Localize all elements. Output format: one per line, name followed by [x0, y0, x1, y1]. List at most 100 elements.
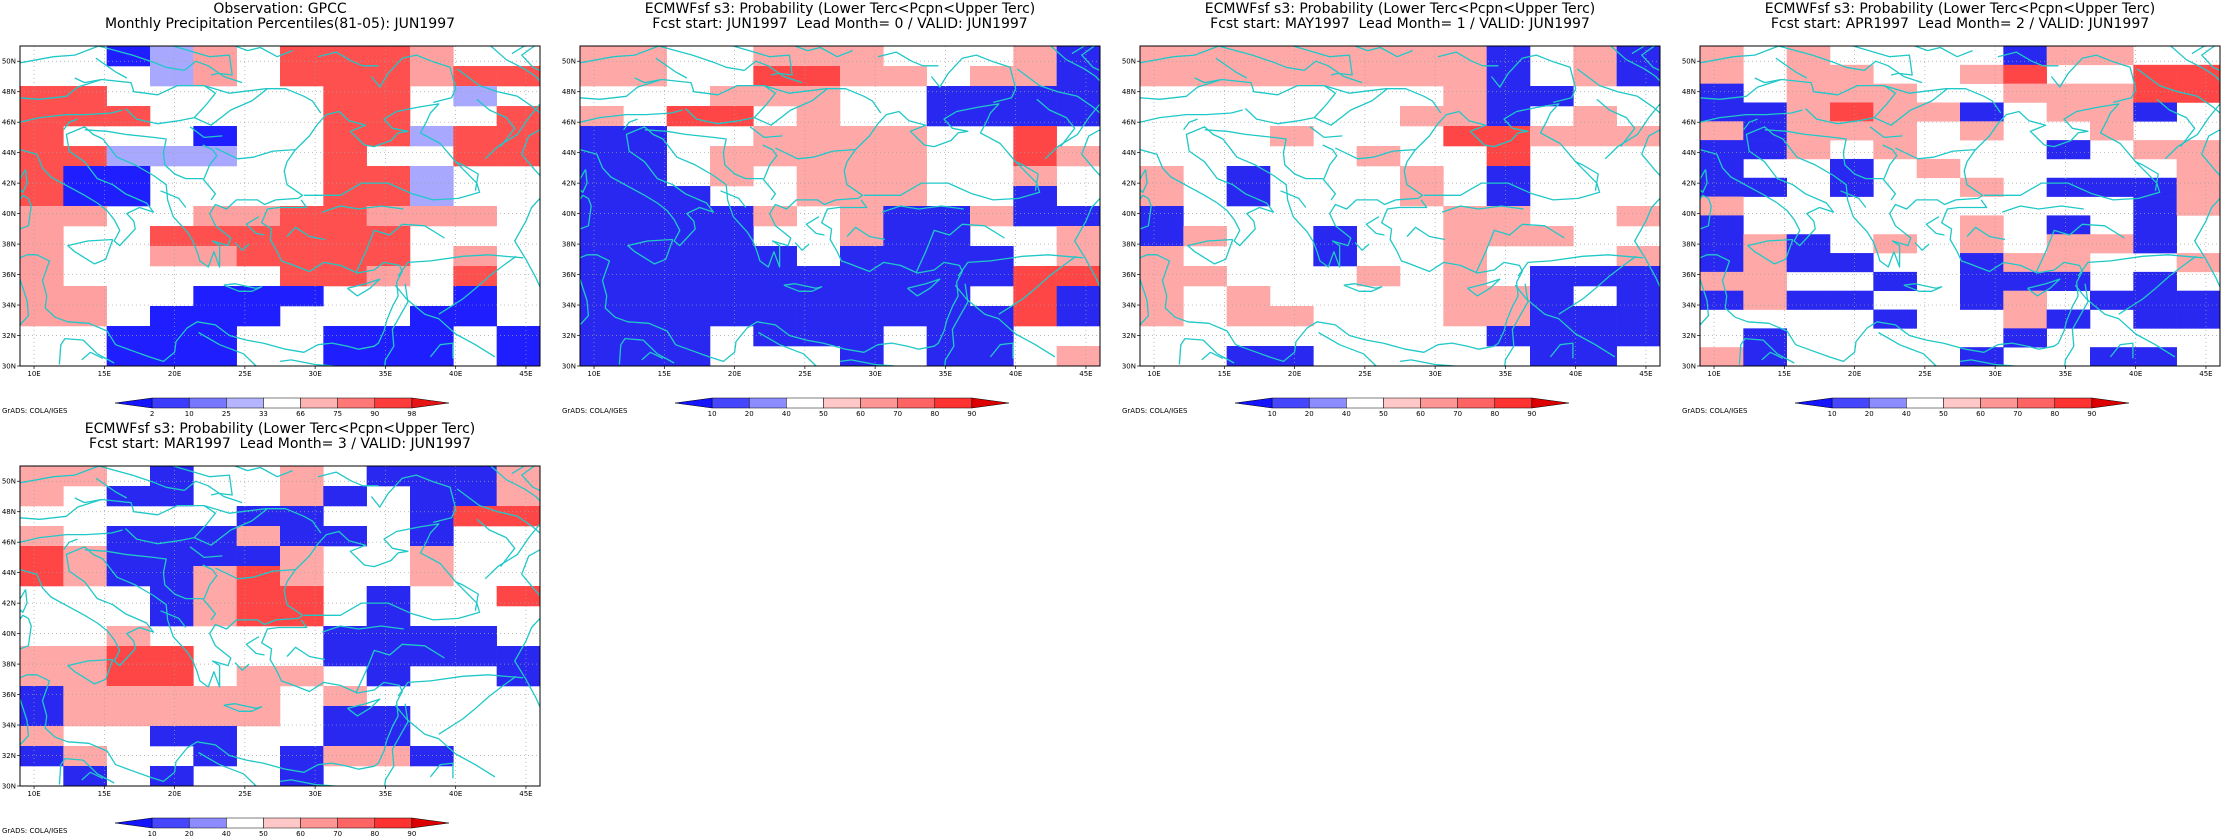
grid-cell — [323, 186, 367, 207]
coastline — [476, 98, 516, 147]
grid-cell — [840, 146, 884, 167]
grid-cell — [453, 286, 497, 307]
coastline — [1925, 216, 1945, 236]
coastlines — [1700, 46, 2220, 366]
grid-cell — [106, 146, 151, 167]
coastline — [1997, 51, 2059, 67]
colorbar-label: 66 — [296, 410, 305, 418]
grid-cell — [1786, 140, 1831, 160]
grid-cell — [1960, 271, 2004, 292]
coastline — [58, 757, 115, 785]
coastline — [2136, 68, 2220, 114]
coastline — [67, 238, 114, 265]
colorbar-swatch — [860, 397, 898, 409]
grid-cell — [1400, 166, 1444, 187]
map-panel-observation: Observation: GPCC Monthly Precipitation … — [0, 0, 560, 420]
grid-cell — [410, 206, 454, 227]
grid-cell — [580, 326, 624, 347]
grid-cell — [106, 686, 151, 707]
grid-cell — [323, 326, 367, 347]
lat-tick-label: 42N — [562, 180, 576, 188]
coastline — [1903, 283, 1943, 292]
lat-tick-label: 38N — [1122, 241, 1136, 249]
coastline — [286, 226, 326, 241]
colorbar-label: 10 — [185, 410, 194, 418]
panel-title: ECMWFsf s3: Probability (Lower Terc<Pcpn… — [644, 1, 1036, 17]
grid-cell — [496, 586, 540, 607]
lat-tick-label: 30N — [562, 363, 576, 371]
coastline — [81, 351, 104, 361]
colorbar-swatch — [2017, 397, 2056, 409]
lat-tick-label: 50N — [1122, 58, 1136, 66]
coastline — [2109, 342, 2134, 359]
coastline — [1140, 199, 1523, 363]
grid-cell — [280, 586, 324, 607]
grid-cell — [1226, 306, 1271, 327]
grid-cell — [193, 726, 237, 747]
colorbar-label: 50 — [259, 830, 268, 838]
grid-cell — [1226, 286, 1271, 307]
grid-cell — [150, 246, 194, 267]
colorbar-label: 40 — [1342, 410, 1351, 418]
grid-cell — [1443, 66, 1487, 87]
grid-cell — [623, 146, 667, 167]
grid-cell — [1140, 306, 1184, 327]
lat-tick-label: 48N — [562, 88, 576, 96]
grid-cell — [63, 766, 107, 786]
grid-cell — [150, 226, 194, 247]
grid-cell — [1056, 226, 1100, 247]
grid-cell — [280, 66, 324, 87]
grid-cell — [1013, 126, 1057, 147]
grid-cell — [623, 126, 667, 147]
lat-tick-label: 38N — [2, 241, 16, 249]
coastline — [317, 471, 379, 487]
grid-cell — [1743, 253, 1787, 273]
grid-cell — [2133, 196, 2177, 216]
lon-tick-label: 10E — [1147, 370, 1160, 378]
grid-cell — [1140, 226, 1184, 247]
grid-cell — [1443, 86, 1487, 107]
coastline — [2001, 205, 2084, 213]
lat-tick-label: 30N — [1682, 363, 1696, 371]
coastline — [183, 480, 243, 504]
colorbar-label: 10 — [1828, 410, 1837, 418]
grid-cell — [453, 506, 497, 527]
grid-cell — [150, 646, 194, 667]
colorbar-arrow-low — [114, 817, 153, 829]
colorbar-label: 70 — [2013, 410, 2022, 418]
coastline — [634, 77, 662, 84]
grads-credit: GrADS: COLA/IGES — [2, 407, 68, 415]
grid-cell — [623, 226, 667, 247]
grid-cell — [280, 286, 324, 307]
grid-cell — [63, 746, 107, 767]
coastline — [20, 169, 28, 193]
grid-cell — [280, 46, 324, 67]
coastline — [2191, 46, 2205, 55]
grid-cell — [410, 126, 454, 147]
grid-cell — [1916, 158, 1961, 179]
grid-cell — [150, 146, 194, 167]
coastline — [429, 762, 454, 779]
lon-tick-label: 35E — [379, 790, 392, 798]
grid-cell — [1486, 126, 1531, 147]
grid-cell — [840, 306, 884, 327]
colorbar-label: 40 — [1902, 410, 1911, 418]
lat-tick-label: 34N — [2, 722, 16, 730]
grid-cell — [366, 166, 411, 187]
grid-cell — [1960, 121, 2004, 141]
grid-cell — [1786, 46, 1831, 66]
grid-cell — [1530, 286, 1574, 307]
colorbar-label: 10 — [148, 830, 157, 838]
grid-cell — [796, 266, 841, 287]
grid-cell — [20, 286, 64, 307]
grid-cell — [753, 206, 797, 227]
grid-cell — [580, 166, 624, 187]
grid-cell — [1140, 266, 1184, 287]
grid-cell — [496, 506, 540, 527]
grid-cell — [193, 286, 237, 307]
grid-cell — [1013, 46, 1057, 67]
coastline — [1549, 342, 1574, 359]
colorbar-swatch — [151, 397, 190, 409]
colorbar-label: 25 — [222, 410, 231, 418]
grid-cell — [1743, 102, 1787, 122]
